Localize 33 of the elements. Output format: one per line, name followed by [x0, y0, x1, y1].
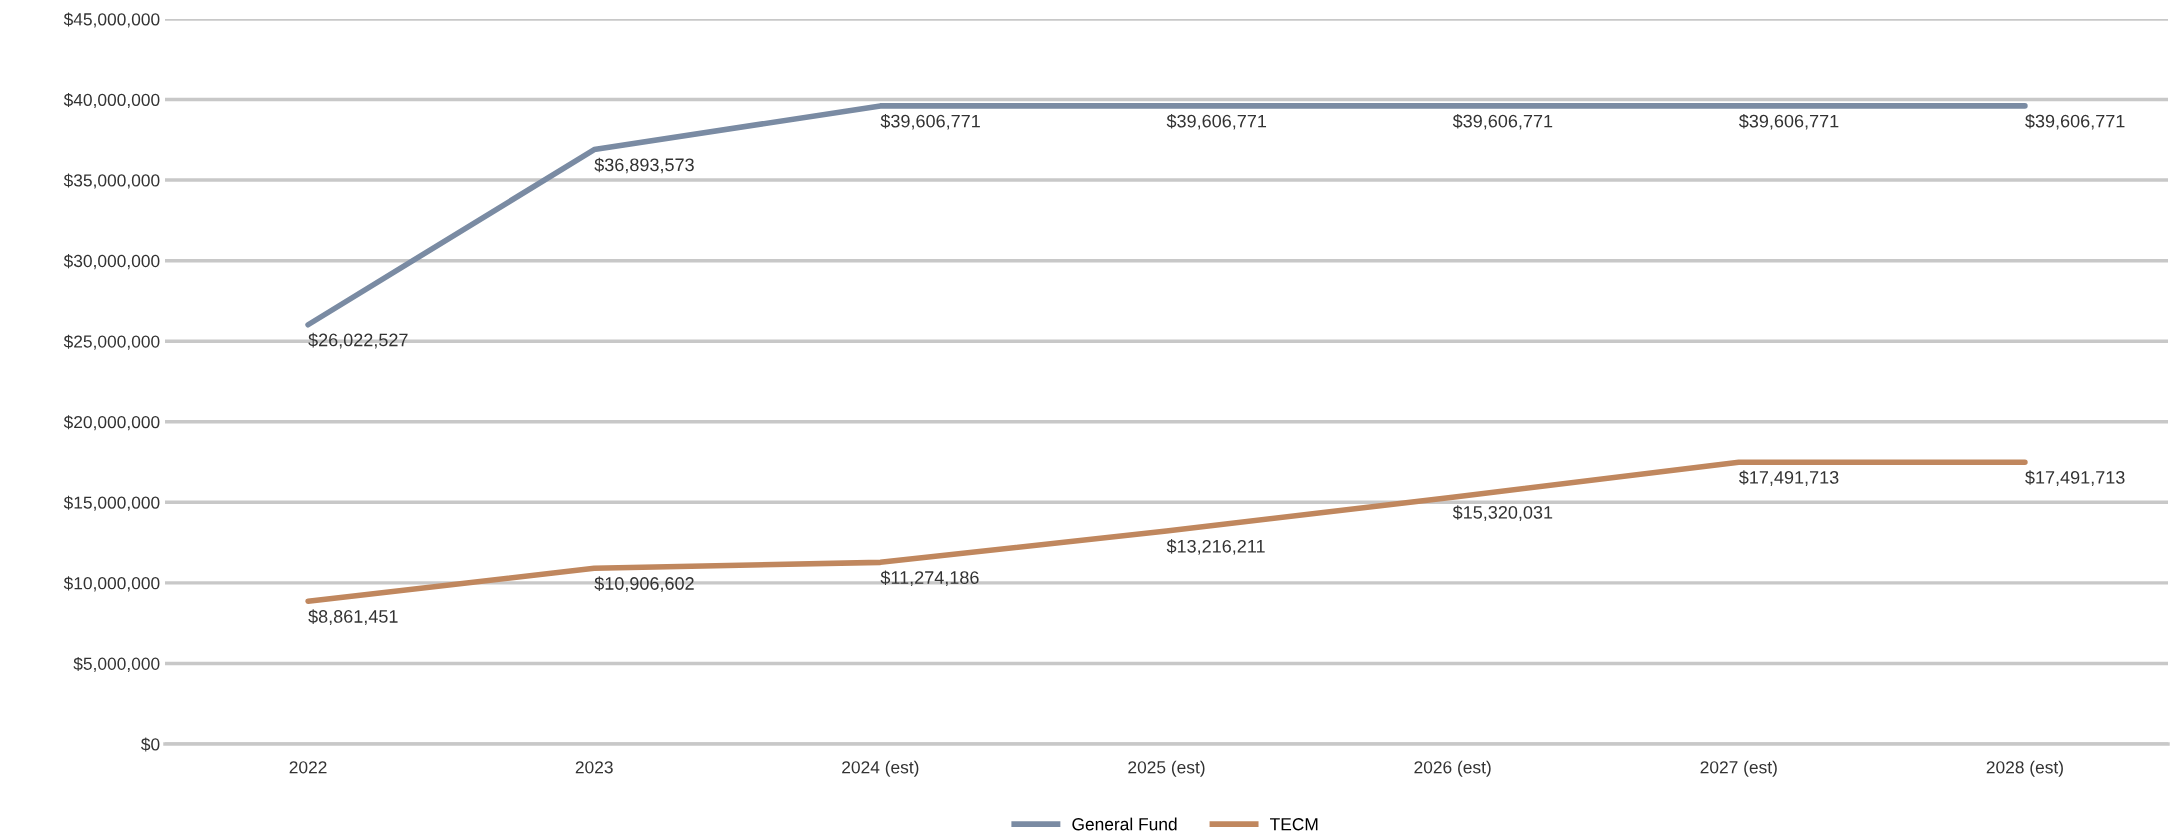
y-tick-label: $0 [141, 737, 160, 752]
data-label: $39,606,771 [2025, 113, 2125, 130]
data-label: $26,022,527 [308, 332, 408, 349]
x-tick-label: 2027 (est) [1700, 760, 1777, 777]
legend-label: General Fund [1072, 817, 1177, 831]
y-tick-label: $15,000,000 [63, 495, 160, 511]
data-label: $15,320,031 [1452, 505, 1553, 521]
y-tick-label: $30,000,000 [63, 254, 160, 270]
data-label: $39,606,771 [1452, 113, 1553, 130]
data-label: $39,606,771 [1738, 113, 1839, 130]
y-tick-label: $10,000,000 [63, 576, 160, 592]
data-label: $17,491,713 [2025, 470, 2125, 486]
x-tick-label: 2028 (est) [1986, 760, 2063, 777]
data-label: $8,861,451 [308, 609, 398, 625]
x-tick-label: 2022 [289, 761, 327, 774]
data-label: $39,606,771 [1166, 113, 1267, 130]
data-label: $11,274,186 [880, 570, 979, 587]
y-tick-label: $45,000,000 [63, 12, 160, 28]
y-tick-label: $35,000,000 [63, 173, 160, 189]
x-tick-label: 2026 (est) [1414, 760, 1491, 777]
y-tick-label: $40,000,000 [63, 92, 160, 109]
x-tick-label: 2024 (est) [842, 760, 919, 777]
data-label: $36,893,573 [594, 157, 694, 174]
y-tick-label: $5,000,000 [73, 656, 160, 672]
data-label: $13,216,211 [1166, 539, 1265, 555]
x-tick-label: 2023 [575, 761, 613, 774]
y-tick-label: $25,000,000 [63, 334, 160, 350]
y-tick-label: $20,000,000 [63, 415, 160, 431]
legend-label: TECM [1270, 818, 1318, 831]
data-label: $10,906,602 [594, 576, 694, 593]
data-label: $39,606,771 [880, 113, 980, 130]
x-tick-label: 2025 (est) [1128, 760, 1205, 777]
data-label: $17,491,713 [1738, 470, 1839, 486]
